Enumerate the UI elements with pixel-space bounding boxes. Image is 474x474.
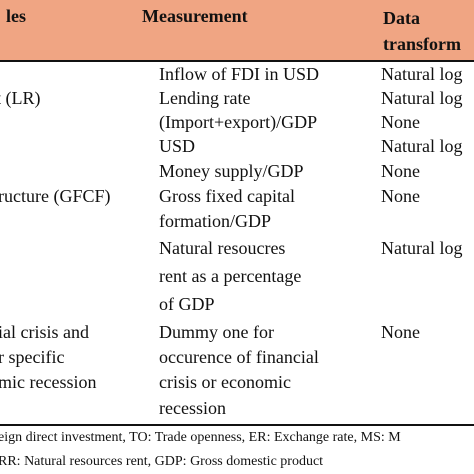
variable-cell: ructure (GFCF) [0, 186, 111, 206]
measurement-cell: Lending rate [159, 88, 251, 108]
footnote-line-2: RR: Natural resources rent, GDP: Gross d… [0, 454, 324, 469]
measurement-cell: occurence of financial [159, 347, 319, 367]
measurement-cell: of GDP [159, 294, 215, 314]
transform-cell: None [381, 186, 420, 206]
measurement-cell: recession [159, 398, 226, 418]
measurement-cell: Dummy one for [159, 322, 274, 342]
measurement-cell: Money supply/GDP [159, 161, 304, 181]
transform-cell: Natural log [381, 88, 463, 108]
header-variables: les [6, 6, 26, 26]
measurement-cell: Gross fixed capital [159, 186, 295, 206]
header-data-transform-line2: transform [383, 34, 461, 54]
measurement-cell: Natural resoucres [159, 238, 286, 258]
transform-cell: None [381, 322, 420, 342]
measurement-cell: crisis or economic [159, 372, 291, 392]
header-measurement: Measurement [142, 6, 248, 26]
transform-cell: Natural log [381, 238, 463, 258]
measurement-cell: Inflow of FDI in USD [159, 64, 319, 84]
variable-cell: mic recession [0, 372, 97, 392]
transform-cell: None [381, 112, 420, 132]
variable-cell: ial crisis and [0, 322, 89, 342]
transform-cell: Natural log [381, 136, 463, 156]
transform-cell: Natural log [381, 64, 463, 84]
transform-cell: None [381, 161, 420, 181]
header-data-transform-line1: Data [383, 8, 420, 28]
footnote-line-1: eign direct investment, TO: Trade openne… [0, 430, 401, 445]
table-header: les Measurement Data transform [0, 0, 474, 60]
measurement-cell: rent as a percentage [159, 266, 302, 286]
variable-cell: r specific [0, 347, 65, 367]
variable-cell: t (LR) [0, 88, 41, 108]
measurement-cell: (Import+export)/GDP [159, 112, 318, 132]
measurement-cell: USD [159, 136, 196, 156]
header-bottom-rule [0, 60, 474, 62]
measurement-cell: formation/GDP [159, 211, 271, 231]
table-bottom-rule [0, 424, 474, 426]
